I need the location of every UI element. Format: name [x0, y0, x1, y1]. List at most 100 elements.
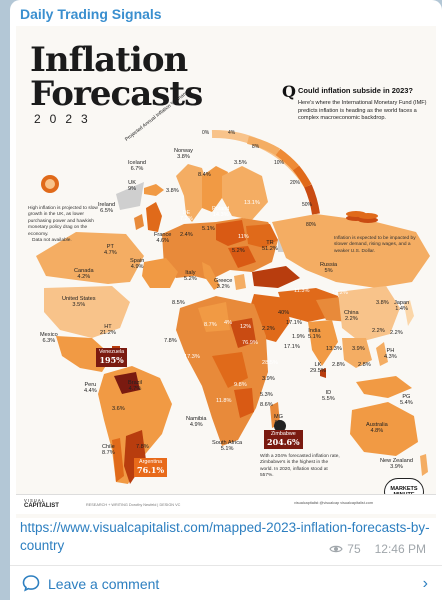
scale-tick: 20%: [290, 180, 301, 186]
country-label: 17.3%: [184, 354, 200, 360]
coins-left-illustration: [41, 175, 59, 193]
country-label: 40%: [278, 310, 290, 316]
message-card: Daily Trading Signals: [10, 0, 442, 600]
country-label: 5.2%: [232, 248, 245, 254]
country-label-pt: PT 4.7%: [104, 244, 117, 257]
country-label: 8.7%: [204, 322, 217, 328]
country-label: 5.3%: [260, 392, 273, 398]
divider: [10, 565, 442, 566]
scale-tick: 8%: [252, 144, 260, 150]
note-zimbabwe: With a 204% forecasted inflation rate, Z…: [260, 454, 340, 479]
country-label: 3.8%: [376, 300, 389, 306]
infographic-question: Could inflation subside in 2023?: [298, 86, 414, 95]
callout-argentina: Argentina 76.1%: [134, 458, 168, 477]
note-uk: High inflation is projected to slow grow…: [28, 206, 98, 237]
country-label: 3.9%: [262, 376, 275, 382]
country-label-iceland: Iceland 6.7%: [128, 160, 147, 173]
scale-tick: 50%: [302, 202, 313, 208]
country-label: 8.4%: [198, 172, 211, 178]
comment-bubble-icon: [22, 575, 40, 592]
callout-zimbabwe: Zimbabwe 204.6%: [264, 430, 303, 449]
eye-icon: [329, 545, 343, 553]
country-label: 17.1%: [286, 320, 302, 326]
country-label-lk: LK 29.5%: [310, 362, 326, 375]
post-meta: 75 12:46 PM: [329, 542, 426, 556]
country-label: 7.8%: [136, 444, 149, 450]
country-label: 2.8%: [358, 362, 371, 368]
country-label: 13.1%: [244, 200, 260, 206]
country-label: 11.8%: [216, 398, 232, 404]
country-label: 17.1%: [284, 344, 300, 350]
note-data-not-available: Data not available.: [32, 238, 72, 243]
coins-right-illustration: [346, 211, 378, 223]
infographic-title-line1: Inflation: [30, 40, 188, 80]
channel-name[interactable]: Daily Trading Signals: [20, 6, 162, 22]
country-label: 3.6%: [112, 406, 125, 412]
country-label-norway: Norway 3.8%: [174, 148, 193, 161]
country-label-mexico: Mexico 6.3%: [40, 332, 58, 345]
country-label: 76.9%: [242, 340, 258, 346]
country-label: 11.3%: [294, 288, 310, 294]
scale-arc: [211, 129, 320, 215]
country-label-pg: PG 5.4%: [400, 394, 413, 407]
country-label-japan: Japan 1.4%: [394, 300, 410, 313]
scale-tick: 80%: [306, 222, 317, 228]
country-label-ireland: Ireland 6.5%: [98, 202, 116, 215]
country-label-united-states: United States 3.5%: [62, 296, 96, 309]
footer-social: visualcapitalist @visualcap visualcapita…: [294, 501, 373, 505]
country-label-france: France 4.6%: [154, 232, 172, 245]
country-label: 2.4%: [180, 232, 193, 238]
country-label-ph: PH 4.3%: [384, 348, 397, 361]
view-count: 75: [347, 542, 361, 556]
country-label: 13.3%: [326, 346, 342, 352]
country-label: 8.6%: [260, 402, 273, 408]
post-time: 12:46 PM: [374, 542, 426, 556]
callout-venezuela: Venezuela 195%: [96, 348, 128, 367]
country-label: 12.2%: [332, 290, 348, 296]
country-label-ht: HT 21.2%: [100, 324, 116, 337]
country-label: 2.2%: [390, 330, 403, 336]
question-mark-icon: Q: [282, 82, 296, 101]
infographic-image[interactable]: Inflation Forecasts 2023 Q Could inflati…: [16, 26, 436, 518]
infographic-footer: VISUAL CAPITALIST RESEARCH + WRITING Doro…: [16, 494, 436, 514]
country-label: 7.8%: [164, 338, 177, 344]
infographic-subtitle: Here's where the International Monetary …: [298, 100, 427, 122]
country-label-poland: Poland 14.3%: [212, 206, 230, 219]
country-label: 2.8%: [332, 362, 345, 368]
country-label-spain: Spain 4.9%: [130, 258, 145, 271]
country-label-greece: Greece 3.2%: [214, 278, 233, 291]
country-label: 11%: [238, 234, 249, 240]
country-label-new-zealand: New Zealand 3.9%: [380, 458, 413, 471]
country-label: 3.9%: [352, 346, 365, 352]
country-label: 4%: [224, 320, 233, 326]
chevron-right-icon: ›: [422, 575, 428, 592]
country-label-italy: Italy 5.2%: [184, 270, 197, 283]
leave-comment-button[interactable]: Leave a comment ›: [10, 566, 442, 600]
footer-credit: RESEARCH + WRITING Dorothy Neufeld | DES…: [86, 503, 181, 507]
country-label: 1.9%: [292, 334, 305, 340]
infographic-title-line2: Forecasts: [30, 74, 203, 114]
country-label-mg: MG 8%: [274, 414, 284, 427]
country-label-china: China 2.2%: [344, 310, 359, 323]
country-label-uk: UK 9%: [128, 180, 137, 193]
visual-capitalist-logo: VISUAL CAPITALIST: [24, 498, 59, 510]
country-label: 12%: [240, 324, 252, 330]
post-link[interactable]: https://www.visualcapitalist.com/mapped-…: [20, 520, 430, 554]
country-label: 9.8%: [234, 382, 247, 388]
scale-tick: 0%: [202, 130, 210, 136]
country-label-id: ID 5.5%: [322, 390, 335, 403]
country-label: 28.5%: [262, 360, 278, 366]
country-label-india: India 5.1%: [308, 328, 321, 341]
country-label-russia: Russia 5%: [320, 262, 338, 275]
country-label-de: DE 7.2%: [180, 210, 193, 223]
leave-comment-label: Leave a comment: [48, 576, 160, 592]
country-label: 2.2%: [262, 326, 275, 332]
country-label-tr: TR 51.2%: [262, 240, 278, 253]
country-label: 5.1%: [202, 226, 215, 232]
world-map: [36, 129, 430, 484]
country-label-namibia: Namibia 4.9%: [186, 416, 207, 429]
infographic-year: 2023: [34, 112, 97, 126]
country-label-canada: Canada 4.2%: [74, 268, 94, 281]
country-label: 3.8%: [166, 188, 179, 194]
country-label: 8.5%: [172, 300, 185, 306]
